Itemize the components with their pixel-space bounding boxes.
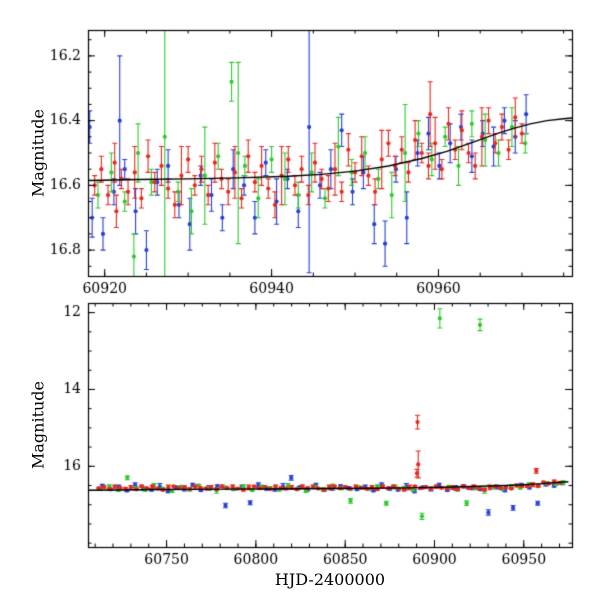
bottom-panel-y-axis-label: Magnitude xyxy=(28,380,48,470)
x-axis-label: HJD-2400000 xyxy=(274,570,386,589)
top-panel-y-axis-label: Magnitude xyxy=(28,108,48,198)
